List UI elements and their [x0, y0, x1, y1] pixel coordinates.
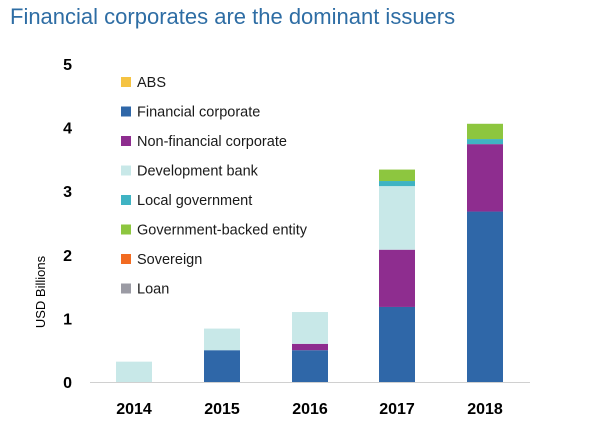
y-tick-label: 5	[63, 57, 72, 74]
legend: ABS Financial corporate Non-financial corp…	[121, 75, 308, 298]
bar-segment	[379, 181, 415, 187]
legend-swatch	[121, 283, 131, 294]
y-tick-label: 4	[63, 121, 72, 138]
legend-label: Financial corporate	[137, 105, 260, 121]
x-tick-label: 2015	[204, 401, 240, 418]
bar-segment	[467, 139, 503, 145]
legend-swatch	[121, 106, 131, 117]
bar-stack-2016	[292, 312, 328, 382]
bar-segment	[292, 343, 328, 351]
y-axis-title: USD Billions	[33, 255, 48, 328]
legend-label: Local government	[137, 193, 252, 209]
y-tick-label: 1	[63, 311, 72, 328]
legend-label: Non-financial corporate	[137, 134, 287, 150]
bar-stack-2018	[467, 123, 503, 382]
bar-segment	[467, 211, 503, 382]
chart-title: Financial corporates are the dominant is…	[10, 4, 456, 29]
bar-stacks	[116, 123, 503, 382]
legend-swatch	[121, 136, 131, 146]
legend-label: ABS	[137, 75, 166, 91]
y-axis: 0 1 2 3 4 5	[63, 57, 72, 392]
bar-segment	[379, 186, 415, 250]
legend-item: Non-financial corporate	[121, 134, 287, 150]
legend-item: Government-backed entity	[121, 223, 308, 239]
legend-item: Sovereign	[121, 252, 202, 268]
x-tick-label: 2016	[292, 401, 328, 418]
x-tick-label: 2018	[467, 401, 503, 418]
legend-swatch	[121, 77, 131, 87]
y-tick-label: 3	[63, 184, 72, 201]
bar-segment	[292, 350, 328, 382]
legend-label: Sovereign	[137, 252, 202, 268]
bar-segment	[116, 361, 152, 382]
bar-segment	[467, 123, 503, 140]
legend-swatch	[121, 195, 131, 205]
legend-item: Development bank	[121, 164, 259, 180]
legend-item: Financial corporate	[121, 105, 260, 121]
legend-swatch	[121, 224, 131, 235]
legend-swatch	[121, 254, 131, 264]
x-axis: 2014 2015 2016 2017 2018	[90, 382, 530, 418]
bar-segment	[292, 312, 328, 344]
bar-segment	[467, 144, 503, 212]
y-tick-label: 0	[63, 375, 72, 392]
bar-segment	[379, 169, 415, 182]
legend-item: Loan	[121, 282, 169, 298]
legend-swatch	[121, 165, 131, 176]
legend-item: Local government	[121, 193, 252, 209]
legend-label: Development bank	[137, 164, 259, 180]
x-tick-label: 2014	[116, 401, 152, 418]
bar-segment	[204, 350, 240, 382]
y-tick-label: 2	[63, 248, 72, 265]
bar-segment	[379, 249, 415, 307]
bar-segment	[204, 328, 240, 351]
bar-stack-2014	[116, 361, 152, 382]
bar-stack-2017	[379, 169, 415, 382]
bar-segment	[379, 306, 415, 382]
legend-label: Loan	[137, 282, 169, 298]
legend-label: Government-backed entity	[137, 223, 308, 239]
legend-item: ABS	[121, 75, 166, 91]
bar-stack-2015	[204, 328, 240, 382]
x-tick-label: 2017	[379, 401, 415, 418]
